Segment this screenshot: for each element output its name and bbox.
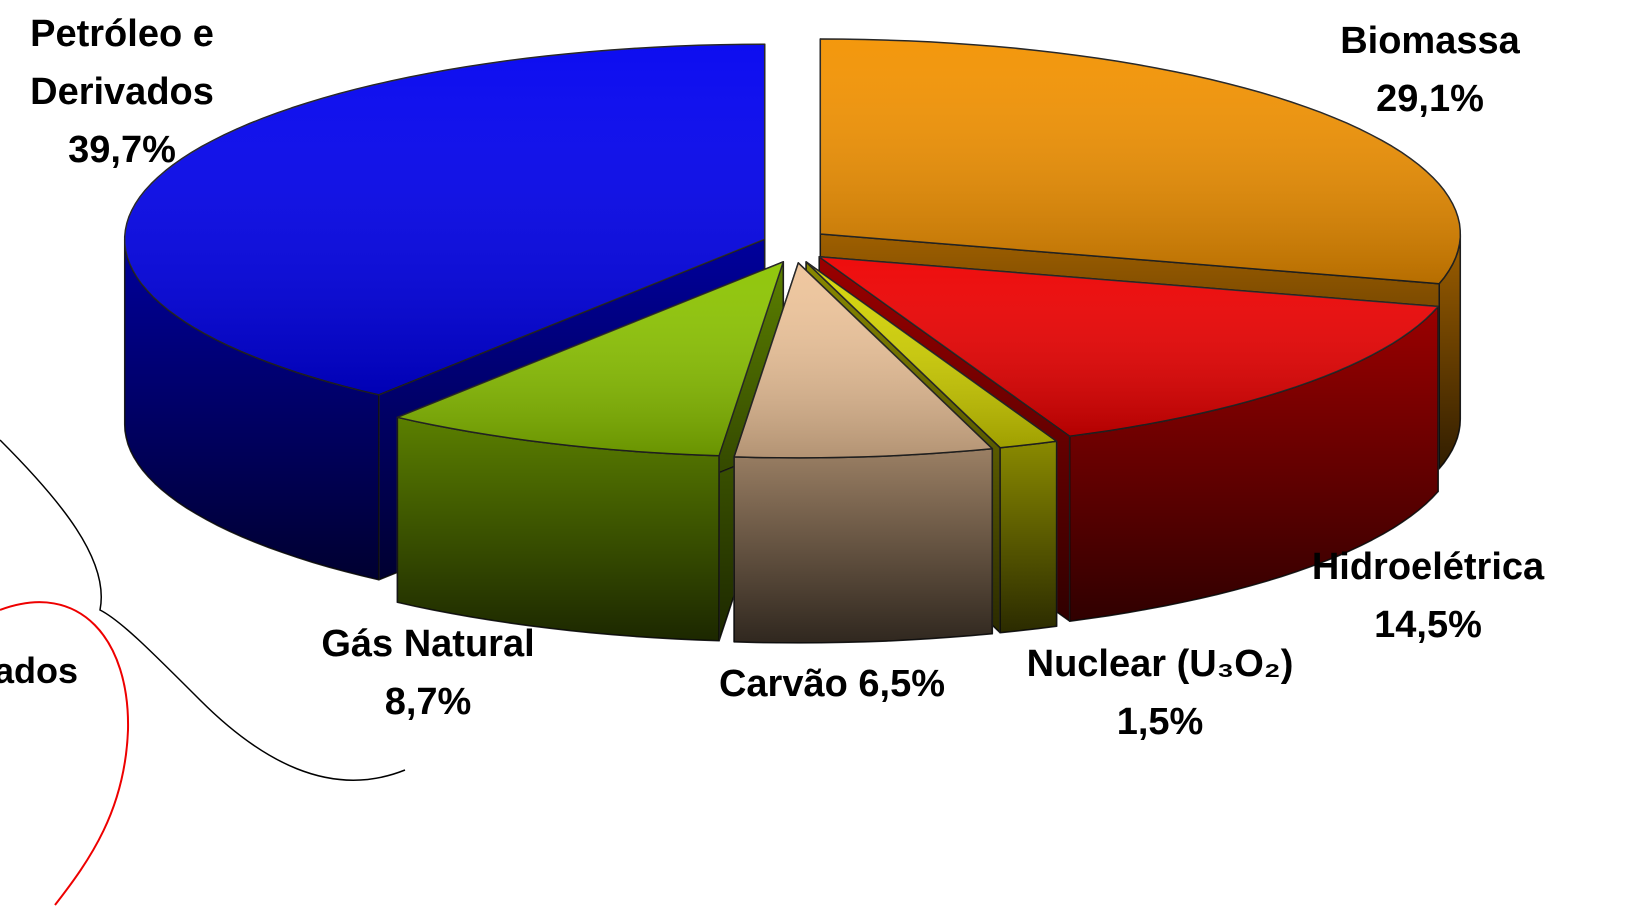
value-label: 39,7%: [68, 129, 176, 171]
slice-top-shade: [734, 262, 993, 458]
value-label: 29,1%: [1376, 78, 1484, 120]
slice-label: Nuclear (U₃O₂) 1,5%: [990, 635, 1330, 751]
slice-side-shade: [734, 448, 993, 643]
slice-label: Gás Natural 8,7%: [268, 615, 588, 731]
brace: [0, 439, 406, 781]
slice-label: Petróleo e Derivados 39,7%: [0, 5, 252, 179]
slice-side-shade: [1439, 234, 1461, 469]
slice-top-shade: [820, 39, 1461, 284]
annotation: ados: [0, 650, 79, 691]
category-label: Petróleo e Derivados: [30, 13, 214, 113]
category-label: Gás Natural: [321, 623, 535, 665]
slice-label: Carvão 6,5%: [652, 655, 1012, 713]
category-label: Hidroelétrica: [1311, 546, 1545, 588]
slice-top-shade: [819, 256, 1439, 437]
slice-top-shade: [397, 261, 784, 456]
category-label: Carvão: [718, 663, 848, 705]
value-label: 6,5%: [858, 663, 946, 705]
slice-top-shade: [806, 261, 1057, 448]
slice-label: Hidroelétrica 14,5%: [1278, 538, 1578, 654]
value-label: 8,7%: [384, 681, 472, 723]
slice-side-shade: [397, 417, 720, 641]
value-label: 14,5%: [1374, 604, 1482, 646]
slice-side-shade: [1000, 441, 1057, 633]
slice-label: Biomassa 29,1%: [1270, 12, 1590, 128]
highlight-ring: [0, 601, 130, 906]
slice-top-shade: [124, 44, 765, 395]
value-label: 1,5%: [1116, 701, 1204, 743]
category-label: Nuclear (U₃O₂): [1026, 643, 1294, 685]
slice-side-shade: [1069, 306, 1439, 622]
category-label: Biomassa: [1340, 20, 1520, 62]
